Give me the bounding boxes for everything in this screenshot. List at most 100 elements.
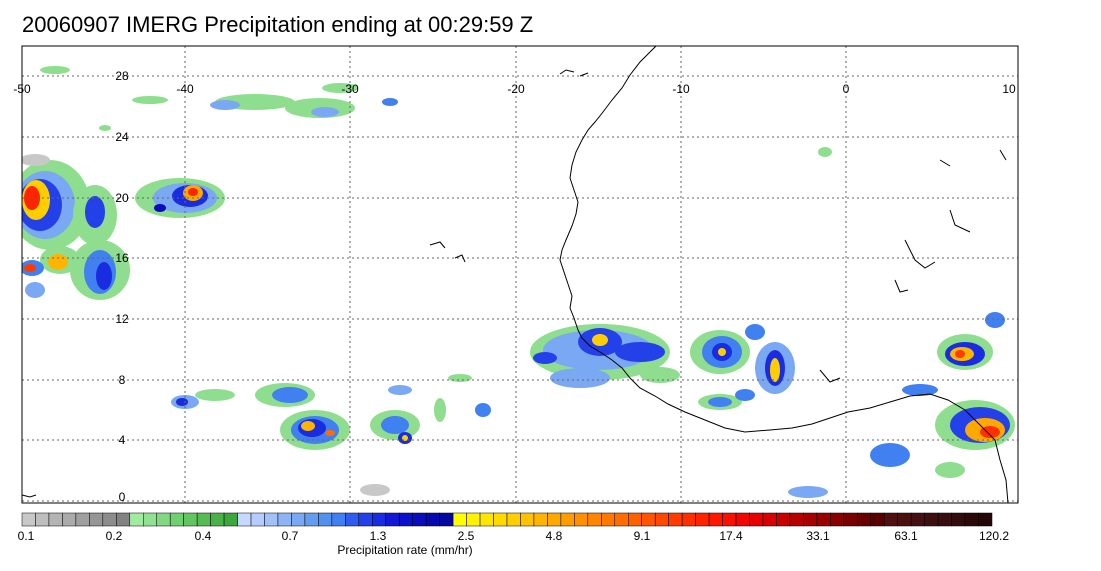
colorbar-swatch	[574, 512, 589, 527]
colorbar-swatch	[722, 512, 737, 527]
lon-label: -20	[507, 82, 525, 96]
colorbar-swatch	[264, 512, 279, 527]
grid-lines	[22, 46, 1018, 503]
colorbar-swatch	[735, 512, 750, 527]
colorbar-swatch	[48, 512, 63, 527]
colorbar-swatch	[493, 512, 508, 527]
colorbar-swatch	[385, 512, 400, 527]
colorbar-swatch	[533, 512, 548, 527]
lat-label: 16	[115, 251, 129, 265]
lat-label: 28	[115, 69, 129, 83]
colorbar-swatch	[641, 512, 656, 527]
colorbar-swatch	[35, 512, 50, 527]
colorbar-tick-label: 0.1	[18, 529, 35, 543]
colorbar-swatch	[183, 512, 198, 527]
colorbar-swatch	[237, 512, 252, 527]
colorbar-swatch	[129, 512, 144, 527]
colorbar-swatch	[628, 512, 642, 527]
colorbar-swatch	[789, 512, 804, 527]
colorbar-swatch	[318, 512, 333, 527]
colorbar-swatch	[412, 512, 427, 527]
colorbar-swatch	[910, 512, 925, 527]
coastline	[21, 45, 1009, 504]
colorbar-swatch	[75, 512, 90, 527]
colorbar-swatch	[358, 512, 373, 527]
colorbar-swatch	[223, 512, 238, 527]
colorbar-swatch	[803, 512, 818, 527]
colorbar-swatch	[169, 512, 184, 527]
colorbar-swatch	[937, 512, 952, 527]
lat-label: 0	[119, 490, 126, 504]
colorbar-swatch	[291, 512, 306, 527]
lon-label: -10	[672, 82, 690, 96]
colorbar-swatch	[762, 512, 777, 527]
colorbar-swatch	[156, 512, 171, 527]
colorbar-swatch	[924, 512, 939, 527]
colorbar-swatch	[601, 512, 616, 527]
colorbar-swatch	[547, 512, 562, 527]
colorbar-swatch	[89, 512, 104, 527]
colorbar-swatch	[304, 512, 319, 527]
colorbar-label: Precipitation rate (mm/hr)	[337, 543, 472, 557]
lat-label: 20	[115, 191, 129, 205]
colorbar-tick-label: 2.5	[458, 529, 475, 543]
colorbar-tick-label: 9.1	[634, 529, 651, 543]
colorbar-swatch	[708, 512, 723, 527]
latitude-labels: 28 24 20 16 12 8 4 0	[115, 69, 129, 504]
colorbar-swatch	[776, 512, 791, 527]
colorbar-swatch	[843, 512, 858, 527]
colorbar-swatch	[614, 512, 629, 527]
lon-label: -30	[341, 82, 359, 96]
colorbar-swatch	[62, 512, 77, 527]
colorbar-swatch	[883, 512, 898, 527]
colorbar	[21, 512, 993, 527]
colorbar-swatch	[897, 512, 912, 527]
colorbar-tick-label: 1.3	[370, 529, 387, 543]
colorbar-swatch	[210, 512, 225, 527]
lat-label: 24	[115, 130, 129, 144]
colorbar-tick-label: 63.1	[894, 529, 918, 543]
colorbar-swatch	[830, 512, 845, 527]
colorbar-swatch	[331, 512, 346, 527]
colorbar-swatch	[587, 512, 602, 527]
lon-label: -40	[176, 82, 194, 96]
colorbar-swatch	[116, 512, 131, 527]
lat-label: 8	[119, 373, 126, 387]
lat-label: 4	[119, 433, 126, 447]
colorbar-swatch	[143, 512, 157, 527]
colorbar-swatch	[951, 512, 966, 527]
page-title: 20060907 IMERG Precipitation ending at 0…	[22, 12, 534, 37]
colorbar-swatch	[452, 512, 467, 527]
colorbar-swatch	[857, 512, 872, 527]
lon-label: 10	[1002, 82, 1016, 96]
colorbar-swatch	[425, 512, 440, 527]
colorbar-tick-label: 17.4	[719, 529, 743, 543]
colorbar-swatch	[681, 512, 696, 527]
colorbar-tick-label: 4.8	[546, 529, 563, 543]
colorbar-swatch	[398, 512, 413, 527]
colorbar-swatch	[102, 512, 117, 527]
colorbar-swatch	[506, 512, 521, 527]
colorbar-swatch	[749, 512, 764, 527]
colorbar-swatch	[21, 512, 36, 527]
colorbar-swatch	[816, 512, 831, 527]
colorbar-swatch	[560, 512, 575, 527]
colorbar-swatch	[196, 512, 211, 527]
colorbar-swatch	[345, 512, 360, 527]
colorbar-tick-label: 0.7	[282, 529, 299, 543]
map-frame	[21, 45, 1019, 504]
lat-label: 12	[115, 312, 129, 326]
colorbar-swatch	[654, 512, 669, 527]
colorbar-swatch	[695, 512, 710, 527]
colorbar-swatch	[668, 512, 683, 527]
lon-label: 0	[843, 82, 850, 96]
colorbar-swatch	[964, 512, 979, 527]
colorbar-swatch	[479, 512, 494, 527]
colorbar-tick-label: 120.2	[979, 529, 1009, 543]
colorbar-tick-label: 0.4	[195, 529, 212, 543]
colorbar-swatch	[520, 512, 535, 527]
colorbar-swatch	[277, 512, 292, 527]
colorbar-swatch	[978, 512, 993, 527]
colorbar-swatch	[439, 512, 454, 527]
